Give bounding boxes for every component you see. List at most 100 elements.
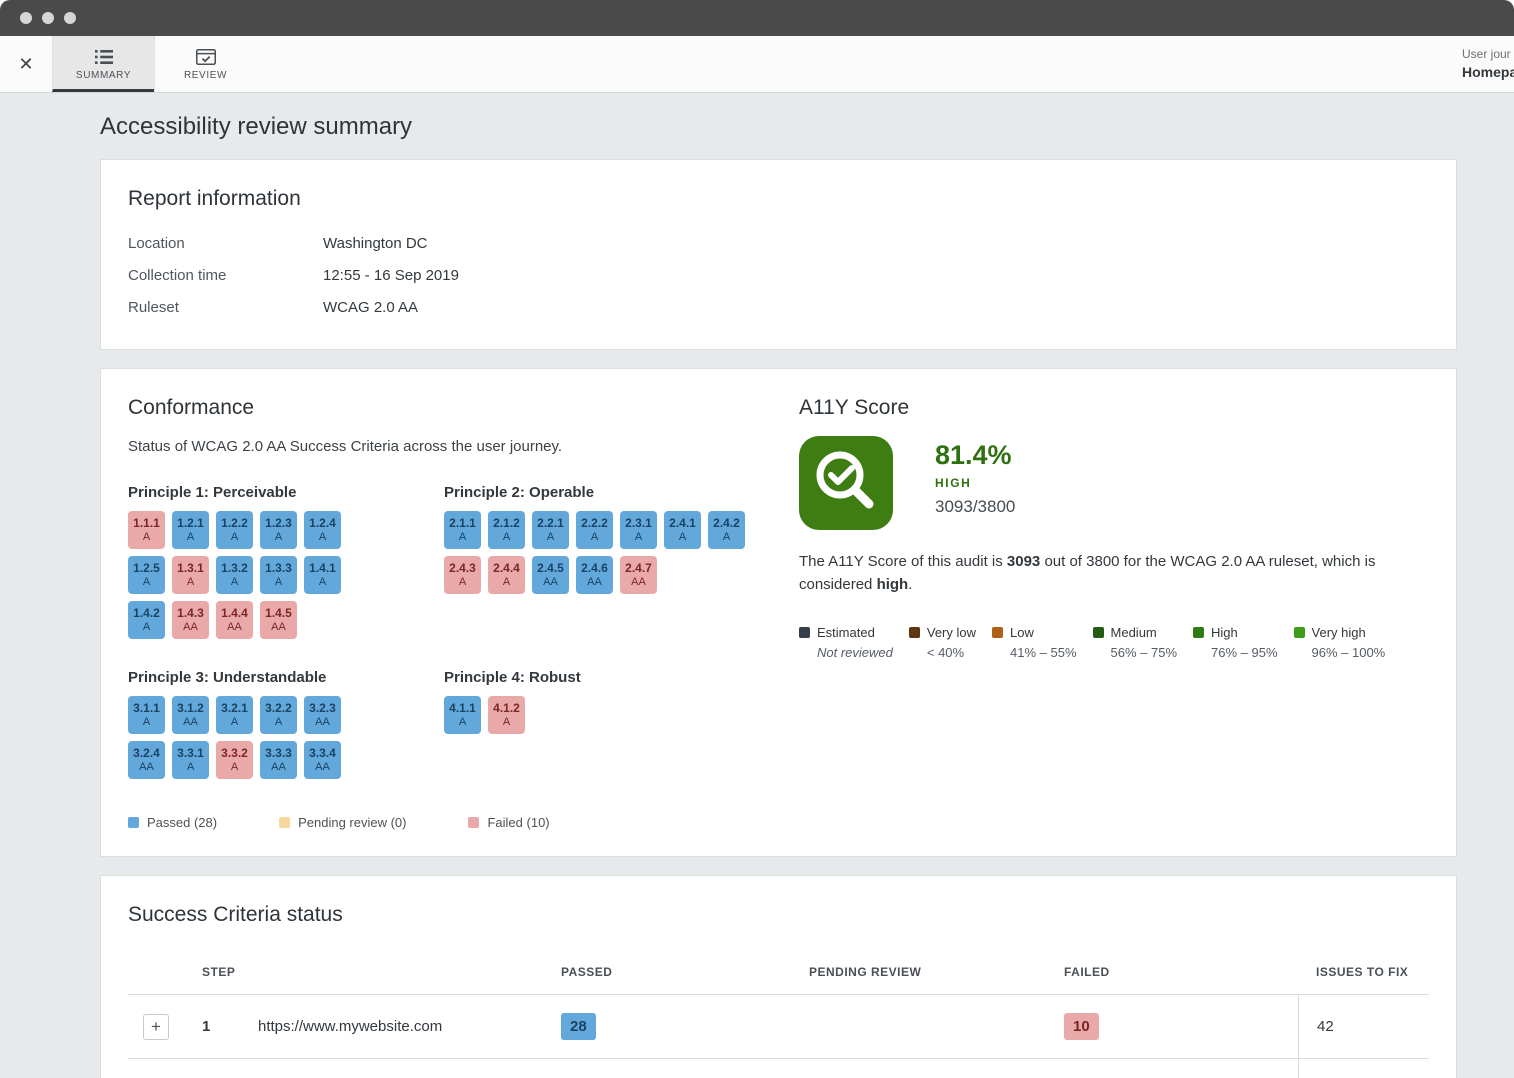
criterion-id: 3.3.4 [309,745,336,760]
criterion-chip[interactable]: 4.1.2 A [488,696,525,734]
principle-2-title: Principle 2: Operable [444,484,595,501]
legend-color-swatch [1193,626,1205,638]
journey-label: User jour [1462,47,1511,61]
expand-row-button[interactable]: + [143,1013,169,1040]
criterion-id: 2.4.7 [625,560,652,575]
legend-color-swatch [1092,626,1104,638]
criterion-id: 3.2.1 [221,700,248,715]
conformance-legend-item: Pending review (0) [279,815,406,830]
criterion-chip[interactable]: 1.2.1 A [172,511,209,549]
criterion-chip[interactable]: 2.4.6 AA [576,556,613,594]
criterion-level: AA [587,575,602,588]
criterion-chip[interactable]: 1.3.3 A [260,556,297,594]
header-passed: PASSED [561,964,613,979]
criterion-chip[interactable]: 2.4.2 A [708,511,745,549]
journey-info[interactable]: User jour Homepa [1462,47,1514,80]
toolbar: ✕ SUMMARY REVIEW User jour Homepa [0,36,1514,93]
criterion-chip[interactable]: 1.4.3 AA [172,601,209,639]
criterion-chip[interactable]: 3.3.2 A [216,741,253,779]
criterion-level: A [458,715,467,728]
principle-1-perceivable: Principle 1: Perceivable 1.1.1 A 1.2.1 [128,484,444,639]
criterion-chip[interactable]: 1.4.5 AA [260,601,297,639]
criterion-level: A [142,620,151,633]
score-legend: Estimated Not reviewed Very low < 40% [799,625,1429,660]
criterion-chip[interactable]: 1.3.1 A [172,556,209,594]
tab-summary-label: SUMMARY [75,70,132,81]
tab-summary[interactable]: SUMMARY [52,36,154,92]
header-failed: FAILED [1064,964,1110,979]
criterion-level: A [142,575,151,588]
criterion-level: AA [183,620,198,633]
criterion-chip[interactable]: 2.2.2 A [576,511,613,549]
criterion-id: 3.3.1 [177,745,204,760]
criterion-chip[interactable]: 2.4.1 A [664,511,701,549]
criterion-level: A [142,715,151,728]
report-info-row: Collection time 12:55 - 16 Sep 2019 [128,259,1429,291]
criterion-chip[interactable]: 3.2.1 A [216,696,253,734]
passed-count-badge: 28 [561,1013,596,1040]
criterion-id: 1.4.2 [133,605,160,620]
criterion-chip[interactable]: 3.2.4 AA [128,741,165,779]
criterion-chip[interactable]: 2.4.5 AA [532,556,569,594]
score-legend-top: Medium [1092,625,1178,640]
step-url[interactable]: https://www.mywebsite.com [258,1018,443,1035]
issues-to-fix-cell: 42 [1298,995,1429,1058]
criterion-chip[interactable]: 3.1.1 A [128,696,165,734]
principle-4-robust: Principle 4: Robust 4.1.1 A 4.1.2 [444,669,799,779]
criterion-id: 1.4.3 [177,605,204,620]
score-legend-label: Very high [1311,624,1366,640]
criterion-chip[interactable]: 1.3.2 A [216,556,253,594]
criterion-chip[interactable]: 3.3.3 AA [260,741,297,779]
criterion-chip[interactable]: 2.4.4 A [488,556,525,594]
window-dot-1[interactable] [20,12,32,24]
window-titlebar[interactable] [0,0,1514,36]
criterion-chip[interactable]: 2.4.3 A [444,556,481,594]
criterion-chip[interactable]: 1.1.1 A [128,511,165,549]
criterion-id: 3.1.2 [177,700,204,715]
legend-color-swatch [992,626,1004,638]
legend-color-swatch [908,626,920,638]
criterion-chip[interactable]: 1.4.1 A [304,556,341,594]
criterion-level: AA [543,575,558,588]
criterion-chip[interactable]: 1.2.2 A [216,511,253,549]
criterion-chip[interactable]: 2.1.2 A [488,511,525,549]
criterion-id: 2.1.1 [449,515,476,530]
criterion-chip[interactable]: 3.3.4 AA [304,741,341,779]
criterion-id: 2.1.2 [493,515,520,530]
principle-2-operable: Principle 2: Operable 2.1.1 A 2.1.2 [444,484,799,639]
success-criteria-card: Success Criteria status STEP PASSED PEND… [100,875,1457,1078]
tab-review[interactable]: REVIEW [154,36,256,92]
criterion-id: 2.2.1 [537,515,564,530]
close-button[interactable]: ✕ [0,36,52,92]
criterion-level: AA [315,760,330,773]
criterion-chip[interactable]: 1.4.2 A [128,601,165,639]
criterion-chip[interactable]: 3.3.1 A [172,741,209,779]
principle-3-understandable: Principle 3: Understandable 3.1.1 A 3.1.… [128,669,444,779]
criterion-chip[interactable]: 2.4.7 AA [620,556,657,594]
criterion-chip[interactable]: 3.1.2 AA [172,696,209,734]
report-info-label: Location [128,234,185,252]
criterion-chip[interactable]: 4.1.1 A [444,696,481,734]
criterion-chip[interactable]: 1.2.3 A [260,511,297,549]
window-dot-2[interactable] [42,12,54,24]
criterion-chip[interactable]: 1.4.4 AA [216,601,253,639]
criterion-id: 1.3.3 [265,560,292,575]
criterion-level: A [634,530,643,543]
criterion-chip[interactable]: 2.3.1 A [620,511,657,549]
report-info-value: 12:55 - 16 Sep 2019 [323,266,459,284]
report-info-heading: Report information [128,187,301,210]
score-legend-item: Medium 56% – 75% [1092,625,1178,660]
criterion-chip[interactable]: 2.1.1 A [444,511,481,549]
criterion-level: AA [227,620,242,633]
criterion-chip[interactable]: 3.2.3 AA [304,696,341,734]
criterion-chip[interactable]: 2.2.1 A [532,511,569,549]
criterion-level: A [318,575,327,588]
legend-color-swatch [1293,626,1305,638]
table-total-row: Total 42 [128,1059,1429,1078]
criterion-chip[interactable]: 3.2.2 A [260,696,297,734]
criterion-chip[interactable]: 1.2.5 A [128,556,165,594]
criterion-chip[interactable]: 1.2.4 A [304,511,341,549]
score-legend-label: Estimated [817,624,875,640]
window-dot-3[interactable] [64,12,76,24]
score-legend-top: Estimated [799,625,893,640]
